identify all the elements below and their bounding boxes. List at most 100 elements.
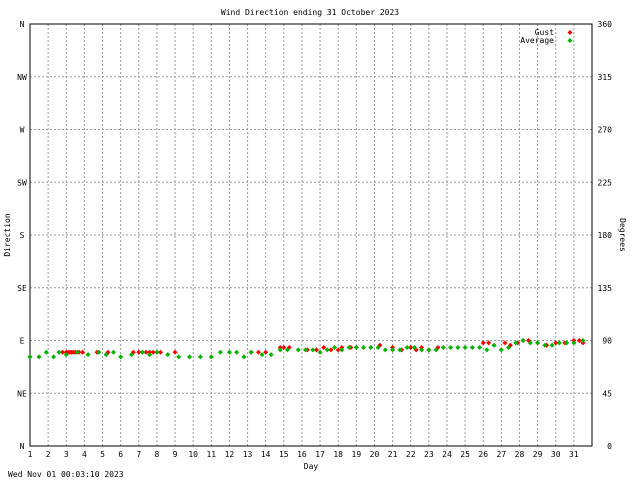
gust-point-19: [158, 349, 164, 355]
average-point-56: [484, 347, 490, 353]
gust-point-9: [80, 349, 86, 355]
average-point-65: [549, 342, 555, 348]
average-point-48: [426, 347, 432, 353]
y-right-tick-label-6: 270: [598, 126, 613, 135]
x-tick-label-22: 22: [406, 450, 416, 459]
gust-point-17: [150, 349, 156, 355]
x-tick-label-1: 1: [28, 450, 33, 459]
gust-point-43: [480, 340, 486, 346]
average-point-10: [110, 349, 116, 355]
average-point-9: [103, 352, 109, 358]
x-tick-label-26: 26: [478, 450, 488, 459]
average-point-69: [580, 338, 586, 343]
gust-point-20: [172, 349, 178, 355]
average-point-11: [118, 354, 124, 360]
average-point-62: [527, 340, 533, 346]
gust-point-38: [408, 345, 414, 351]
average-point-8: [96, 349, 102, 355]
average-point-54: [469, 345, 475, 351]
average-point-3: [51, 354, 57, 360]
x-tick-label-11: 11: [206, 450, 216, 459]
y-right-tick-label-4: 180: [598, 231, 613, 240]
average-point-42: [382, 347, 388, 353]
average-point-36: [339, 347, 345, 353]
average-point-16: [165, 352, 171, 358]
x-tick-label-28: 28: [515, 450, 525, 459]
y-left-tick-label-6: W: [20, 126, 25, 135]
y-axis-left-ticks: N NE E SE S SW W NW N: [17, 20, 27, 451]
x-tick-label-27: 27: [497, 450, 507, 459]
gust-point-44: [486, 340, 492, 346]
average-point-66: [556, 340, 562, 346]
legend-marker-average: [567, 38, 573, 43]
average-point-45: [404, 345, 410, 351]
x-tick-label-18: 18: [333, 450, 343, 459]
footer-timestamp: Wed Nov 01 00:03:10 2023: [8, 470, 124, 479]
x-tick-label-14: 14: [261, 450, 271, 459]
y-left-tick-label-3: SE: [17, 284, 27, 293]
legend: Gust Average: [520, 28, 573, 45]
average-point-41: [375, 345, 381, 351]
average-point-27: [268, 352, 274, 358]
average-point-13: [139, 349, 145, 355]
gust-point-28: [313, 347, 319, 353]
average-point-55: [477, 345, 483, 351]
average-point-68: [571, 340, 577, 346]
gust-point-29: [321, 345, 327, 351]
data-points: [27, 338, 586, 360]
average-point-40: [368, 345, 374, 351]
x-tick-label-30: 30: [551, 450, 561, 459]
x-tick-label-25: 25: [460, 450, 470, 459]
average-point-63: [535, 340, 541, 346]
average-point-29: [284, 347, 290, 353]
average-point-1: [36, 354, 42, 360]
gust-point-15: [143, 349, 149, 355]
average-point-46: [411, 345, 417, 351]
x-tick-label-16: 16: [297, 450, 307, 459]
average-point-25: [248, 349, 254, 355]
average-point-14: [147, 352, 153, 358]
average-point-39: [361, 345, 367, 351]
y-left-tick-label-7: NW: [17, 73, 27, 82]
average-point-21: [217, 349, 223, 355]
x-tick-label-8: 8: [154, 450, 159, 459]
average-point-60: [513, 340, 519, 346]
y-axis-right-ticks: 0 45 90 135 180 225 270 315 360: [598, 20, 613, 451]
gust-point-0: [60, 349, 66, 355]
legend-label-average: Average: [520, 36, 554, 45]
y-left-tick-label-0: N: [20, 442, 25, 451]
x-tick-label-21: 21: [388, 450, 398, 459]
average-point-53: [462, 345, 468, 351]
average-point-47: [419, 347, 425, 353]
average-point-28: [277, 347, 283, 353]
y-right-tick-label-0: 0: [607, 442, 612, 451]
x-tick-label-2: 2: [46, 450, 51, 459]
y-left-tick-label-5: SW: [17, 178, 27, 187]
average-point-7: [85, 352, 91, 358]
average-point-33: [317, 349, 323, 355]
average-point-26: [259, 352, 265, 358]
average-point-22: [226, 349, 232, 355]
average-point-57: [491, 342, 497, 348]
average-point-67: [564, 340, 570, 346]
x-tick-label-10: 10: [188, 450, 198, 459]
average-point-52: [455, 345, 461, 351]
average-point-64: [542, 342, 548, 348]
average-point-20: [208, 354, 214, 360]
legend-marker-gust: [567, 30, 573, 35]
x-tick-label-13: 13: [243, 450, 253, 459]
x-tick-label-3: 3: [64, 450, 69, 459]
x-tick-label-19: 19: [352, 450, 362, 459]
average-point-38: [353, 345, 359, 351]
y-right-tick-label-8: 360: [598, 20, 613, 29]
gust-point-55: [576, 338, 582, 343]
average-point-15: [154, 349, 160, 355]
average-point-0: [27, 354, 33, 360]
gust-point-31: [335, 347, 341, 353]
average-point-18: [187, 354, 193, 360]
x-tick-label-4: 4: [82, 450, 87, 459]
average-point-58: [498, 347, 504, 353]
gust-point-22: [255, 349, 261, 355]
average-point-50: [440, 345, 446, 351]
